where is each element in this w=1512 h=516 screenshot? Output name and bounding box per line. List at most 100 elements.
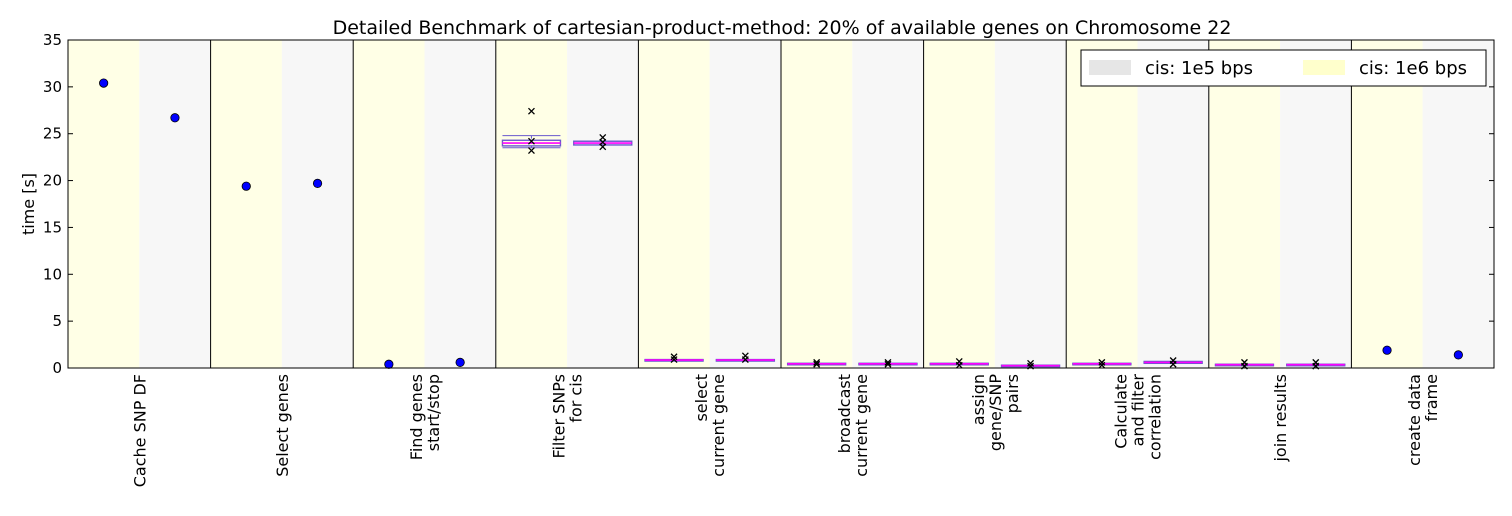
bands-layer <box>68 40 1494 368</box>
outlier-marker-1e6 <box>955 361 963 369</box>
outlier-marker-1e5 <box>741 356 749 364</box>
band-1e5-3 <box>567 40 639 368</box>
outlier-marker-1e6 <box>1098 358 1106 366</box>
outlier-stroke <box>884 360 892 368</box>
y-tick-label: 20 <box>43 172 62 190</box>
outlier-marker-1e6 <box>527 107 535 115</box>
category-label-line: gene/SNP <box>986 374 1005 452</box>
y-tick-label: 15 <box>43 218 62 236</box>
outlier-marker-1e6 <box>813 360 821 368</box>
outlier-stroke <box>813 358 821 366</box>
outlier-stroke <box>884 358 892 366</box>
band-1e6-0 <box>68 40 140 368</box>
category-label-line: broadcast <box>835 374 854 453</box>
outlier-stroke <box>1098 358 1106 366</box>
outlier-marker-1e5 <box>1027 359 1035 367</box>
outlier-marker-1e6 <box>527 147 535 155</box>
outlier-stroke <box>955 361 963 369</box>
category-label-line: for cis <box>567 374 586 423</box>
band-1e5-4 <box>709 40 781 368</box>
category-label-line: join results <box>1271 374 1290 463</box>
outlier-stroke <box>599 143 607 151</box>
outlier-marker-1e5 <box>599 143 607 151</box>
category-label-line: Select genes <box>273 374 292 477</box>
outlier-stroke <box>1169 360 1177 368</box>
category-label-line: select <box>692 374 711 422</box>
y-tick-label: 30 <box>43 78 62 96</box>
outlier-stroke <box>1098 361 1106 369</box>
band-1e5-1 <box>281 40 354 368</box>
outlier-marker-1e6 <box>527 137 535 145</box>
outlier-stroke <box>741 356 749 364</box>
y-tick-label: 0 <box>52 359 62 377</box>
legend-swatch-1 <box>1303 60 1345 75</box>
outlier-marker-1e6 <box>670 356 678 364</box>
data-point-1e5 <box>170 113 180 123</box>
category-label-line: and filter <box>1129 374 1148 447</box>
band-1e6-7 <box>1066 40 1138 368</box>
category-label-line: current gene <box>709 374 728 477</box>
outlier-marker-1e5 <box>884 358 892 366</box>
outlier-marker-1e6 <box>1098 361 1106 369</box>
legend-box <box>1080 49 1487 87</box>
plot-frame <box>67 39 1495 369</box>
outlier-stroke <box>1027 359 1035 367</box>
band-1e5-9 <box>1422 40 1494 368</box>
band-1e5-0 <box>139 40 211 368</box>
category-label-8: join results <box>1271 374 1290 463</box>
band-1e6-2 <box>353 40 425 368</box>
category-label-0: Cache SNP DF <box>130 374 149 487</box>
data-point-1e6 <box>384 359 394 369</box>
outlier-stroke <box>527 137 535 145</box>
category-label-line: Filter SNPs <box>550 374 569 459</box>
y-tick-label: 35 <box>43 31 62 49</box>
band-1e5-8 <box>1280 40 1352 368</box>
category-label-line: Calculate <box>1112 374 1131 449</box>
category-label-line: Cache SNP DF <box>130 374 149 487</box>
data-point-1e6 <box>99 78 109 88</box>
outlier-stroke <box>813 360 821 368</box>
y-axis-label: time [s] <box>19 173 38 235</box>
legend-label-1: cis: 1e6 bps <box>1359 58 1467 79</box>
category-label-1: Select genes <box>273 374 292 477</box>
band-1e5-2 <box>424 40 496 368</box>
y-tick-label: 25 <box>43 125 62 143</box>
category-label-line: start/stop <box>424 374 443 451</box>
axis-layer: Cache SNP DF Select genes Find genesstart/… <box>43 31 1494 487</box>
outlier-marker-1e5 <box>1169 360 1177 368</box>
data-point-1e5 <box>1453 350 1463 360</box>
chart-title: Detailed Benchmark of cartesian-product-… <box>333 17 1232 39</box>
category-label-line: assign <box>969 374 988 425</box>
category-label-line: pairs <box>1003 374 1022 413</box>
data-point-1e5 <box>312 178 323 188</box>
data-point-1e6 <box>1382 345 1392 355</box>
outlier-stroke <box>527 107 535 115</box>
category-label-line: create data <box>1405 374 1424 466</box>
band-1e5-6 <box>994 40 1067 368</box>
outlier-marker-1e5 <box>884 360 892 368</box>
data-point-1e5 <box>455 357 465 367</box>
band-1e6-6 <box>923 40 995 368</box>
category-label-line: Find genes <box>407 374 426 460</box>
outlier-marker-1e6 <box>670 353 678 361</box>
outlier-marker-1e6 <box>813 358 821 366</box>
category-label-line: frame <box>1422 374 1441 421</box>
legend-swatch-0 <box>1089 60 1131 75</box>
y-tick-label: 10 <box>43 265 62 283</box>
y-tick-label: 5 <box>52 312 62 330</box>
outlier-stroke <box>670 356 678 364</box>
category-label-line: correlation <box>1146 374 1165 460</box>
band-1e5-5 <box>852 40 924 368</box>
data-point-1e6 <box>241 181 251 191</box>
band-1e6-5 <box>781 40 853 368</box>
marks-layer <box>99 78 1463 370</box>
